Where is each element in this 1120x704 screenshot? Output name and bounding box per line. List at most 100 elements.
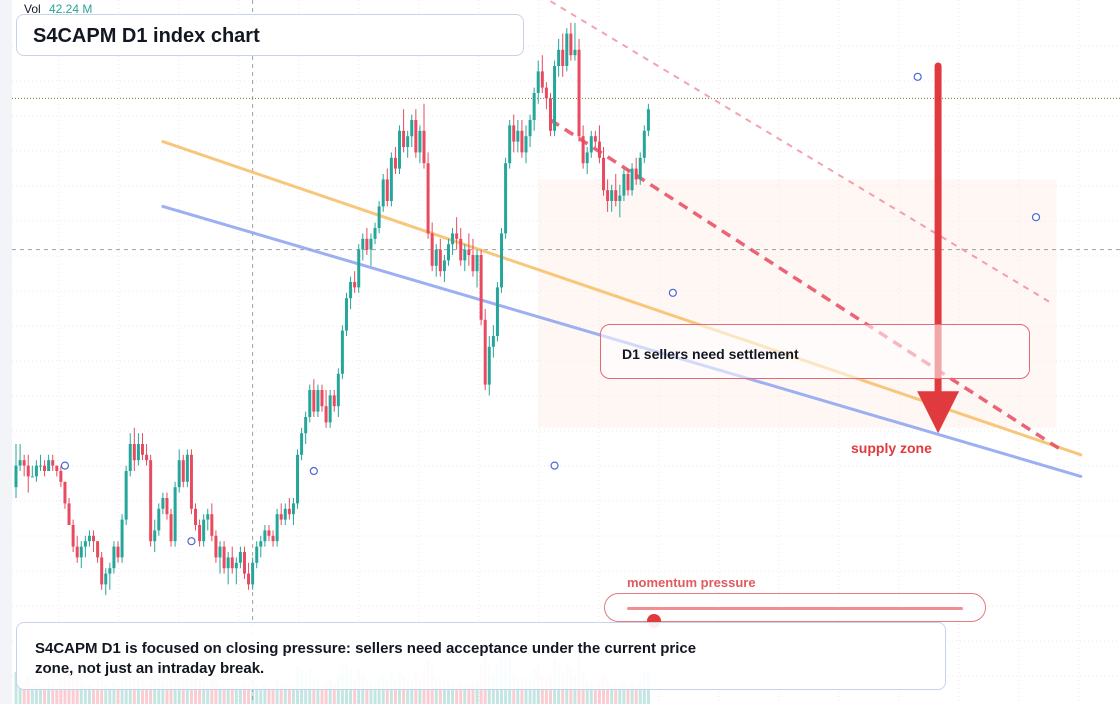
candle xyxy=(402,109,406,153)
candle xyxy=(406,130,410,158)
candle xyxy=(634,157,638,185)
volume-bar xyxy=(51,684,55,704)
candle xyxy=(251,557,255,590)
volume-bar xyxy=(385,681,389,704)
candle-body xyxy=(561,49,565,66)
candle-body xyxy=(251,562,255,585)
candle-body xyxy=(455,233,459,239)
candle-body xyxy=(222,546,226,569)
candle xyxy=(593,130,597,147)
settlement-callout-text: D1 sellers need settlement xyxy=(622,346,799,362)
signal-marker xyxy=(60,461,70,470)
candle-body xyxy=(63,481,67,504)
candle xyxy=(414,109,418,158)
candle xyxy=(120,514,124,563)
volume-bar xyxy=(226,688,230,704)
candle xyxy=(373,222,377,245)
candle-body xyxy=(438,249,442,272)
volume-bar xyxy=(202,681,206,704)
candle xyxy=(136,433,140,466)
candle-body xyxy=(463,249,467,261)
candle xyxy=(38,454,42,471)
volume-bar xyxy=(353,681,357,704)
candle xyxy=(271,530,275,547)
candle xyxy=(22,454,26,477)
candle xyxy=(610,184,614,212)
candle-body xyxy=(459,238,463,261)
candle-body xyxy=(540,71,544,88)
candle-body xyxy=(14,465,18,488)
volume-bar xyxy=(145,684,149,704)
candle-body xyxy=(410,120,414,137)
candle xyxy=(328,390,332,428)
candle xyxy=(83,535,87,558)
signal-marker xyxy=(187,537,196,546)
commentary-card: S4CAPM D1 is focused on closing pressure… xyxy=(16,622,946,690)
candle-body xyxy=(344,298,348,331)
candle xyxy=(585,147,589,174)
candle xyxy=(451,228,455,255)
candle xyxy=(87,530,91,547)
candle-body xyxy=(414,120,418,153)
candle-body xyxy=(140,444,144,455)
candle-body xyxy=(398,130,402,169)
candle-body xyxy=(296,454,300,504)
trendlines xyxy=(549,0,1062,451)
volume-bar xyxy=(320,684,324,704)
candle xyxy=(340,325,344,380)
candle-body xyxy=(279,514,283,520)
signal-marker xyxy=(309,466,318,476)
candle-body xyxy=(128,444,132,471)
candle xyxy=(316,384,320,417)
signal-marker xyxy=(668,288,677,297)
candle xyxy=(55,465,59,477)
candle xyxy=(165,492,169,520)
volume-bar xyxy=(255,684,259,704)
volume-bar xyxy=(206,684,210,704)
candle-body xyxy=(149,460,153,542)
candle-body xyxy=(434,249,438,266)
candle xyxy=(47,454,51,471)
candle-body xyxy=(165,498,169,515)
candle xyxy=(349,276,353,309)
momentum-slider[interactable] xyxy=(604,593,986,628)
volume-bar xyxy=(59,678,63,704)
candle xyxy=(589,130,593,158)
candle-body xyxy=(324,406,328,423)
candle-body xyxy=(589,136,593,153)
volume-bar xyxy=(471,681,475,704)
candle-body xyxy=(479,255,483,320)
volume-bar xyxy=(47,681,51,704)
candle xyxy=(112,541,116,574)
candle-body xyxy=(312,390,316,412)
candle xyxy=(108,562,112,590)
candle-body xyxy=(92,535,96,542)
candle-body xyxy=(263,530,267,542)
candle xyxy=(226,552,230,585)
candle-body xyxy=(426,163,430,234)
candle xyxy=(67,498,71,525)
candle xyxy=(430,222,434,272)
candle xyxy=(218,541,222,574)
candle-body xyxy=(491,336,495,347)
candle xyxy=(622,168,626,201)
candle xyxy=(300,427,304,461)
volume-bar xyxy=(108,688,112,704)
candle xyxy=(116,541,120,563)
candle-body xyxy=(242,552,246,574)
candle xyxy=(626,168,630,196)
candle-body xyxy=(500,233,504,288)
candle xyxy=(638,152,642,185)
volume-bar xyxy=(369,681,373,704)
candle-body xyxy=(385,179,389,201)
volume-bar xyxy=(393,681,397,704)
candle-body xyxy=(247,573,251,585)
volume-bar xyxy=(406,681,410,704)
candle-body xyxy=(185,454,189,482)
volume-bar xyxy=(593,684,597,704)
volume-bar xyxy=(238,688,242,704)
momentum-label: momentum pressure xyxy=(627,575,756,590)
volume-bar xyxy=(544,678,548,704)
candle-body xyxy=(528,120,532,137)
candle-body xyxy=(67,503,71,525)
